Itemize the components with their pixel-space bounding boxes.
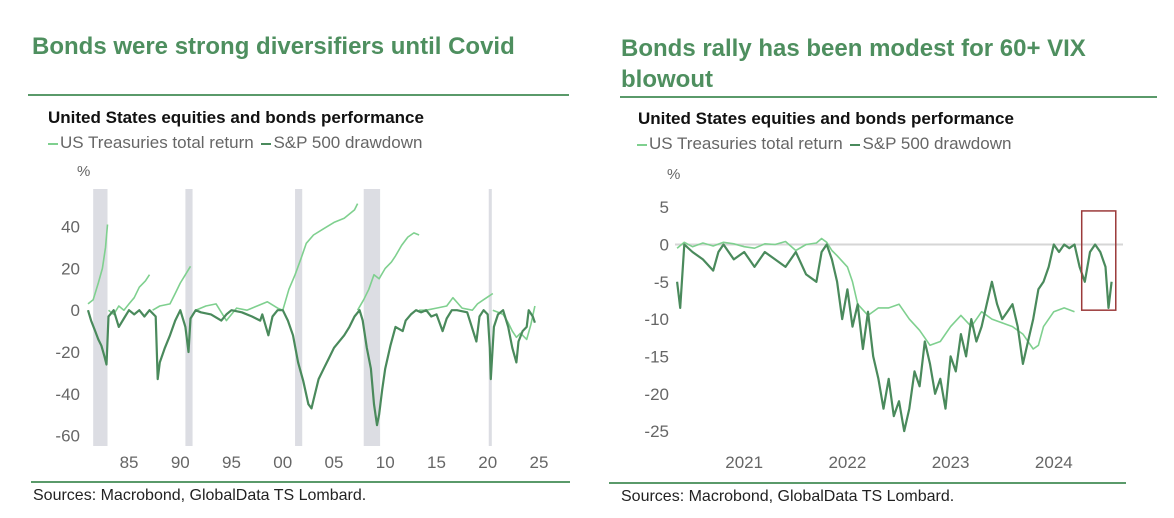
y-tick-label: -10 [644, 310, 669, 329]
right-legend: US Treasuries total return S&P 500 drawd… [637, 134, 1014, 154]
x-tick-label: 2021 [725, 453, 763, 472]
y-tick-label: 20 [61, 259, 80, 278]
legend-item-sp500: S&P 500 drawdown [850, 134, 1011, 153]
series-line-sp500 [86, 309, 536, 427]
y-tick-label: -40 [55, 385, 80, 404]
left-top-divider [28, 94, 569, 96]
right-top-divider [620, 96, 1157, 98]
left-headline: Bonds were strong diversifiers until Cov… [32, 33, 515, 60]
right-bottom-divider [609, 482, 1126, 484]
series-sp500 [676, 243, 1113, 433]
x-tick-label: 15 [427, 453, 446, 472]
series-line-sp500 [676, 243, 1113, 433]
y-tick-label: -20 [644, 385, 669, 404]
left-y-unit: % [77, 163, 91, 180]
y-tick-label: -5 [654, 273, 669, 292]
x-tick-label: 2023 [932, 453, 970, 472]
legend-label: S&P 500 drawdown [862, 134, 1012, 153]
recession-band [295, 189, 303, 446]
right-chart-title: United States equities and bonds perform… [638, 109, 1014, 128]
legend-item-treasuries: US Treasuries total return [48, 133, 258, 152]
y-tick-label: -15 [644, 347, 669, 366]
x-tick-label: 90 [171, 453, 190, 472]
legend-item-treasuries: US Treasuries total return [637, 134, 847, 153]
x-tick-label: 20 [478, 453, 497, 472]
y-tick-label: 0 [71, 301, 80, 320]
recession-band [93, 189, 108, 446]
x-tick-label: 05 [325, 453, 344, 472]
right-headline: Bonds rally has been modest for 60+ VIX … [621, 35, 1086, 93]
y-tick-label: 5 [660, 198, 669, 217]
legend-label: US Treasuries total return [649, 134, 843, 153]
x-tick-label: 00 [273, 453, 292, 472]
x-tick-label: 95 [222, 453, 241, 472]
left-source: Sources: Macrobond, GlobalData TS Lombar… [33, 487, 367, 504]
right-y-unit: % [667, 166, 681, 183]
x-tick-label: 2024 [1035, 453, 1073, 472]
recession-band [363, 189, 381, 446]
left-legend: US Treasuries total return S&P 500 drawd… [48, 133, 425, 153]
legend-swatch-treasuries [48, 142, 58, 145]
legend-item-sp500: S&P 500 drawdown [261, 133, 422, 152]
series-line-treasuries [195, 301, 284, 322]
y-tick-label: -20 [55, 343, 80, 362]
right-panel: Bonds rally has been modest for 60+ VIX … [590, 0, 1174, 518]
y-tick-label: 0 [660, 236, 669, 255]
series-line-treasuries [107, 274, 151, 316]
left-bottom-divider [31, 481, 570, 483]
y-tick-label: 40 [61, 218, 80, 237]
x-tick-label: 85 [120, 453, 139, 472]
series-line-treasuries [282, 203, 359, 311]
series-sp500 [86, 309, 536, 427]
highlight-box [1080, 210, 1117, 311]
legend-swatch-sp500 [261, 142, 272, 145]
series-line-treasuries [676, 237, 1075, 350]
right-chart-plot: 5 0 -5 -10 -15 -20 -25 2021 2022 2023 2024 [644, 198, 1123, 472]
left-panel: Bonds were strong diversifiers until Cov… [28, 33, 570, 504]
legend-label: US Treasuries total return [60, 133, 254, 152]
recession-band [185, 189, 193, 446]
series-line-treasuries [152, 265, 192, 311]
recession-band [488, 189, 492, 446]
y-tick-label: -60 [55, 427, 80, 446]
x-tick-label: 10 [376, 453, 395, 472]
series-line-treasuries [356, 232, 420, 311]
left-chart-title: United States equities and bonds perform… [48, 108, 424, 127]
y-tick-label: -25 [644, 422, 669, 441]
series-treasuries [676, 237, 1075, 350]
left-chart-plot: 40 20 0 -20 -40 -60 85 90 95 00 05 10 15 20 25 [55, 189, 548, 472]
series-line-treasuries [87, 224, 109, 305]
legend-label: S&P 500 drawdown [273, 133, 423, 152]
x-tick-label: 2022 [828, 453, 866, 472]
series-line-treasuries [419, 292, 494, 311]
legend-swatch-treasuries [637, 143, 647, 146]
right-source: Sources: Macrobond, GlobalData TS Lombar… [621, 488, 955, 505]
legend-swatch-sp500 [850, 143, 861, 146]
x-tick-label: 25 [529, 453, 548, 472]
